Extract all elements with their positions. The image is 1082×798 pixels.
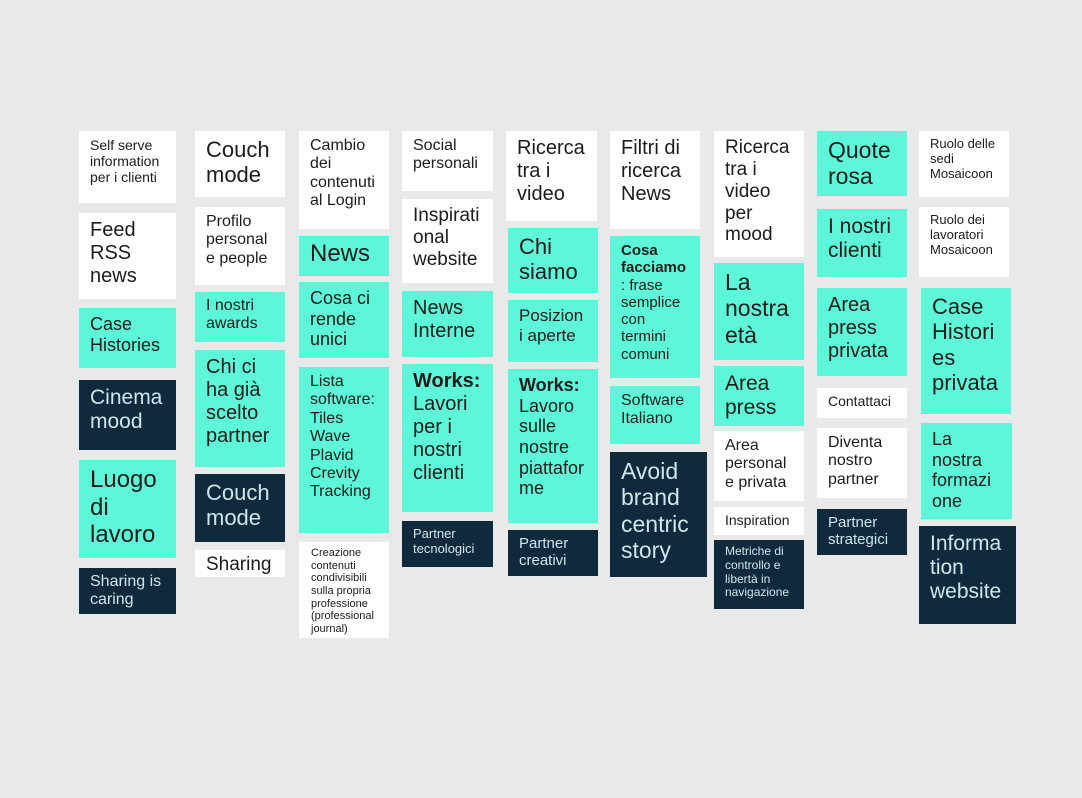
note-text: Ricerca tra i video bbox=[517, 137, 585, 205]
note-text: Creazione contenuti condivisibili sulla … bbox=[311, 547, 374, 635]
note-text: Inspirational website bbox=[413, 205, 480, 270]
sticky-note: Ricerca tra i video bbox=[506, 131, 597, 221]
note-text: I nostri clienti bbox=[828, 215, 892, 263]
sticky-note: Sharing bbox=[195, 550, 285, 577]
sticky-note: Works: Lavoro sulle nostre piattaforme bbox=[508, 369, 598, 523]
note-title: Works: bbox=[413, 370, 481, 392]
note-text: Ruolo dei lavoratori Mosaicoon bbox=[930, 212, 993, 257]
sticky-note: Quote rosa bbox=[817, 131, 907, 196]
note-text: La nostra formazione bbox=[932, 429, 992, 512]
note-text: I nostri awards bbox=[206, 297, 258, 333]
note-text: News bbox=[310, 240, 371, 267]
sticky-note: Sharing is caring bbox=[79, 568, 176, 614]
sticky-note: Cosa ci rende unici bbox=[299, 282, 389, 358]
note-text: Inspiration bbox=[725, 512, 790, 528]
sticky-note: Diventa nostro partner bbox=[817, 428, 907, 498]
sticky-note: Partner strategici bbox=[817, 509, 907, 555]
note-text: Filtri di ricerca News bbox=[621, 137, 682, 205]
sticky-note: Cosa facciamo : frase semplice con termi… bbox=[610, 236, 700, 378]
sticky-note: I nostri clienti bbox=[817, 209, 907, 277]
sticky-note: Creazione contenuti condivisibili sulla … bbox=[299, 542, 389, 638]
note-text: Cambio dei contenuti al Login bbox=[310, 137, 375, 210]
sticky-note: Luogo di lavoro bbox=[79, 460, 176, 558]
sticky-note: Feed RSS news bbox=[79, 213, 176, 299]
note-text: Contattaci bbox=[828, 393, 892, 409]
sticky-note: La nostra formazione bbox=[921, 423, 1012, 519]
note-text: Self serve information per i clienti bbox=[90, 137, 160, 186]
note-text: Lavori per i nostri clienti bbox=[413, 393, 468, 484]
sticky-note: Cinema mood bbox=[79, 380, 176, 450]
note-text: Posizioni aperte bbox=[519, 306, 584, 345]
note-text: Area personale privata bbox=[725, 437, 787, 491]
note-text: La nostra età bbox=[725, 269, 789, 348]
note-text: Couch mode bbox=[206, 480, 270, 531]
note-text: Couch mode bbox=[206, 137, 270, 188]
sticky-note: Couch mode bbox=[195, 131, 285, 197]
sticky-note: Metriche di controllo e libertà in navig… bbox=[714, 540, 804, 609]
note-text: Social personali bbox=[413, 137, 478, 173]
sticky-note: Case Histories bbox=[79, 308, 176, 368]
sticky-note: News bbox=[299, 236, 389, 276]
sticky-note: Profilo personal e people bbox=[195, 207, 285, 285]
note-text: : frase semplice con termini comuni bbox=[621, 276, 681, 363]
note-text: Software Italiano bbox=[621, 392, 685, 428]
note-text: Area press bbox=[725, 372, 777, 420]
sticky-note: Chi siamo bbox=[508, 228, 598, 293]
sticky-note: Chi ci ha già scelto partner bbox=[195, 350, 285, 467]
note-text: Quote rosa bbox=[828, 137, 891, 190]
sticky-note: Software Italiano bbox=[610, 386, 700, 444]
note-text: Diventa nostro partner bbox=[828, 434, 883, 488]
note-text: Chi ci ha già scelto partner bbox=[206, 356, 270, 447]
note-text: Cinema mood bbox=[90, 386, 163, 434]
sticky-note: Ruolo dei lavoratori Mosaicoon bbox=[919, 207, 1009, 277]
sticky-note: Ricerca tra i video per mood bbox=[714, 131, 804, 257]
sticky-note: La nostra età bbox=[714, 263, 804, 360]
note-text: Avoid brand centric story bbox=[621, 458, 689, 564]
note-text: Area press privata bbox=[828, 294, 889, 362]
sticky-note: Area personale privata bbox=[714, 431, 804, 501]
note-text: Partner tecnologici bbox=[413, 526, 475, 556]
sticky-note: Inspirational website bbox=[402, 199, 493, 283]
sticky-note: Couch mode bbox=[195, 474, 285, 542]
sticky-note: Lista software: Tiles Wave Plavid Crevit… bbox=[299, 367, 389, 533]
sticky-note: Avoid brand centric story bbox=[610, 452, 707, 577]
note-text: Lista software: Tiles Wave Plavid Crevit… bbox=[310, 373, 375, 501]
note-text: Luogo di lavoro bbox=[90, 466, 157, 549]
note-text: Feed RSS news bbox=[90, 219, 137, 287]
sticky-note: Contattaci bbox=[817, 388, 907, 418]
note-text: Profilo personal e people bbox=[206, 213, 268, 267]
sticky-note: Partner tecnologici bbox=[402, 521, 493, 567]
note-text: Case Histories privata bbox=[932, 294, 999, 395]
sticky-note: News Interne bbox=[402, 291, 493, 357]
sticky-note: Filtri di ricerca News bbox=[610, 131, 700, 229]
sticky-note: Cambio dei contenuti al Login bbox=[299, 131, 389, 229]
sticky-note: Partner creativi bbox=[508, 530, 598, 576]
note-text: News Interne bbox=[413, 297, 476, 342]
note-title: Cosa facciamo bbox=[621, 242, 687, 277]
sticky-note: Social personali bbox=[402, 131, 493, 191]
note-title: Works: bbox=[519, 375, 580, 395]
note-text: Lavoro sulle nostre piattaforme bbox=[519, 395, 585, 499]
note-text: Chi siamo bbox=[519, 234, 578, 285]
sticky-note: Ruolo delle sedi Mosaicoon bbox=[919, 131, 1009, 197]
sticky-note: Posizioni aperte bbox=[508, 300, 598, 362]
note-text: Partner creativi bbox=[519, 535, 569, 570]
note-text: Sharing bbox=[206, 554, 272, 575]
note-text: Sharing is caring bbox=[90, 573, 162, 609]
sticky-note: Area press bbox=[714, 366, 804, 426]
note-text: Partner strategici bbox=[828, 514, 889, 549]
sticky-note: Area press privata bbox=[817, 288, 907, 376]
sticky-note: Case Histories privata bbox=[921, 288, 1011, 414]
note-text: Information website bbox=[930, 532, 1002, 604]
sticky-note: I nostri awards bbox=[195, 292, 285, 342]
note-text: Ruolo delle sedi Mosaicoon bbox=[930, 136, 996, 181]
sticky-note: Inspiration bbox=[714, 507, 804, 535]
note-text: Metriche di controllo e libertà in navig… bbox=[725, 544, 790, 600]
sticky-note: Self serve information per i clienti bbox=[79, 131, 176, 203]
sticky-note: Works: Lavori per i nostri clienti bbox=[402, 364, 493, 512]
note-text: Cosa ci rende unici bbox=[310, 288, 371, 350]
note-text: Case Histories bbox=[90, 314, 161, 355]
sticky-note: Information website bbox=[919, 526, 1016, 624]
note-text: Ricerca tra i video per mood bbox=[725, 137, 790, 246]
